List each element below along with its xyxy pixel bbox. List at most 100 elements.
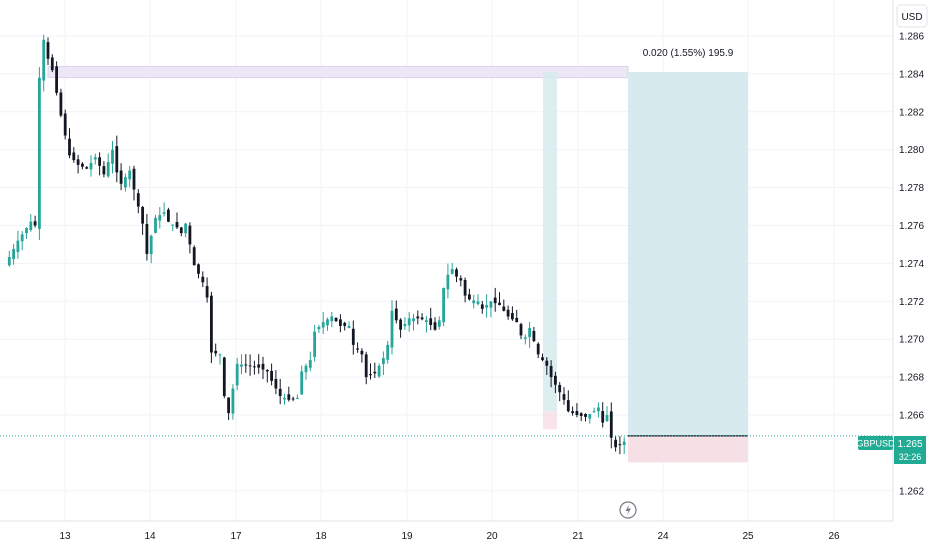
candle-body: [605, 415, 609, 422]
candle-body: [141, 206, 144, 224]
time-tick-label: 14: [144, 531, 156, 542]
candle-body: [407, 318, 411, 326]
time-tick-label: 19: [401, 531, 413, 542]
time-tick-label: 18: [315, 531, 327, 542]
candle-body: [360, 350, 364, 355]
candle-body: [205, 286, 209, 298]
candle-body: [175, 222, 179, 228]
position-stop-zone[interactable]: [628, 435, 748, 463]
candle-body: [188, 225, 192, 245]
candle-body: [154, 217, 157, 233]
candle-body: [476, 301, 480, 305]
candle-body: [377, 365, 381, 377]
candle-body: [106, 162, 110, 177]
candle-body: [291, 398, 295, 400]
candle-body: [158, 215, 162, 221]
candle-body: [579, 413, 583, 416]
price-tick-label: 1.286: [899, 32, 924, 43]
candle-body: [463, 279, 467, 296]
price-tick-label: 1.268: [899, 373, 924, 384]
candle-body: [618, 444, 622, 446]
candle-body: [304, 365, 308, 373]
candle-body: [373, 371, 377, 374]
lightning-icon[interactable]: [619, 501, 637, 519]
candle-body: [128, 170, 132, 180]
candle-body: [115, 146, 119, 173]
candle-body: [283, 397, 286, 400]
candle-body: [532, 330, 536, 342]
candle-body: [511, 313, 514, 320]
candle-body: [59, 92, 63, 116]
candle-body: [455, 269, 458, 277]
candle-body: [437, 320, 441, 327]
candle-body: [459, 278, 463, 281]
time-tick-label: 17: [230, 531, 242, 542]
candle-body: [222, 357, 226, 397]
candle-body: [614, 439, 617, 448]
candle-body: [210, 295, 213, 353]
range-box[interactable]: [47, 65, 629, 79]
candle-body: [270, 370, 273, 381]
candle-body: [98, 157, 101, 166]
candle-body: [300, 371, 304, 395]
candle-body: [330, 316, 334, 322]
candle-body: [55, 66, 58, 93]
thin-target-zone[interactable]: [543, 72, 557, 412]
candle-body: [171, 224, 175, 226]
candle-body: [42, 39, 46, 81]
candle-body: [102, 166, 106, 175]
candle-body: [72, 152, 76, 161]
candle-body: [46, 42, 50, 59]
time-axis[interactable]: 13 14 17 18 19 20 21 24 25 26: [59, 531, 840, 542]
candle-body: [287, 394, 291, 400]
currency-button[interactable]: USD: [896, 4, 928, 28]
candle-body: [244, 364, 248, 366]
candle-body: [523, 337, 527, 339]
candle-body: [132, 168, 136, 190]
candle-body: [425, 320, 428, 323]
candle-body: [343, 322, 347, 326]
price-axis[interactable]: 1.286 1.284 1.282 1.280 1.278 1.276 1.274 1.272…: [899, 32, 924, 498]
candle-body: [575, 410, 579, 415]
price-tick-label: 1.262: [899, 486, 924, 497]
candle-body: [412, 318, 415, 322]
thin-stop-zone[interactable]: [543, 411, 557, 430]
currency-label: USD: [901, 12, 922, 23]
candle-body: [584, 413, 587, 417]
price-tick-label: 1.278: [899, 183, 924, 194]
candle-body: [81, 163, 84, 167]
price-tick-label: 1.282: [899, 107, 924, 118]
candle-body: [506, 309, 510, 317]
last-price: 1.265: [897, 439, 922, 450]
candle-body: [33, 221, 37, 226]
candle-body: [390, 310, 394, 348]
candle-body: [63, 113, 67, 136]
candle-body: [326, 319, 329, 326]
candle-body: [38, 77, 41, 229]
price-tick-label: 1.266: [899, 411, 924, 422]
candle-body: [351, 328, 355, 345]
candle-body: [450, 269, 454, 274]
candle-body: [592, 411, 596, 413]
candle-body: [85, 167, 89, 169]
candle-body: [597, 407, 600, 412]
candle-body: [248, 365, 252, 367]
candle-body: [68, 138, 71, 156]
candle-body: [145, 223, 149, 254]
candle-body: [536, 343, 540, 355]
price-tick-label: 1.270: [899, 335, 924, 346]
candles: [7, 34, 626, 455]
time-tick-label: 20: [486, 531, 498, 542]
candle-body: [493, 297, 497, 304]
candle-body: [485, 305, 488, 308]
candle-body: [197, 264, 200, 274]
candle-body: [416, 316, 420, 319]
position-target-zone[interactable]: [628, 72, 748, 436]
drawing-overlays[interactable]: [47, 65, 748, 463]
candle-body: [20, 234, 24, 242]
candle-body: [124, 177, 127, 188]
candle-body: [403, 324, 407, 327]
candle-body: [257, 364, 261, 368]
candle-body: [347, 325, 351, 329]
